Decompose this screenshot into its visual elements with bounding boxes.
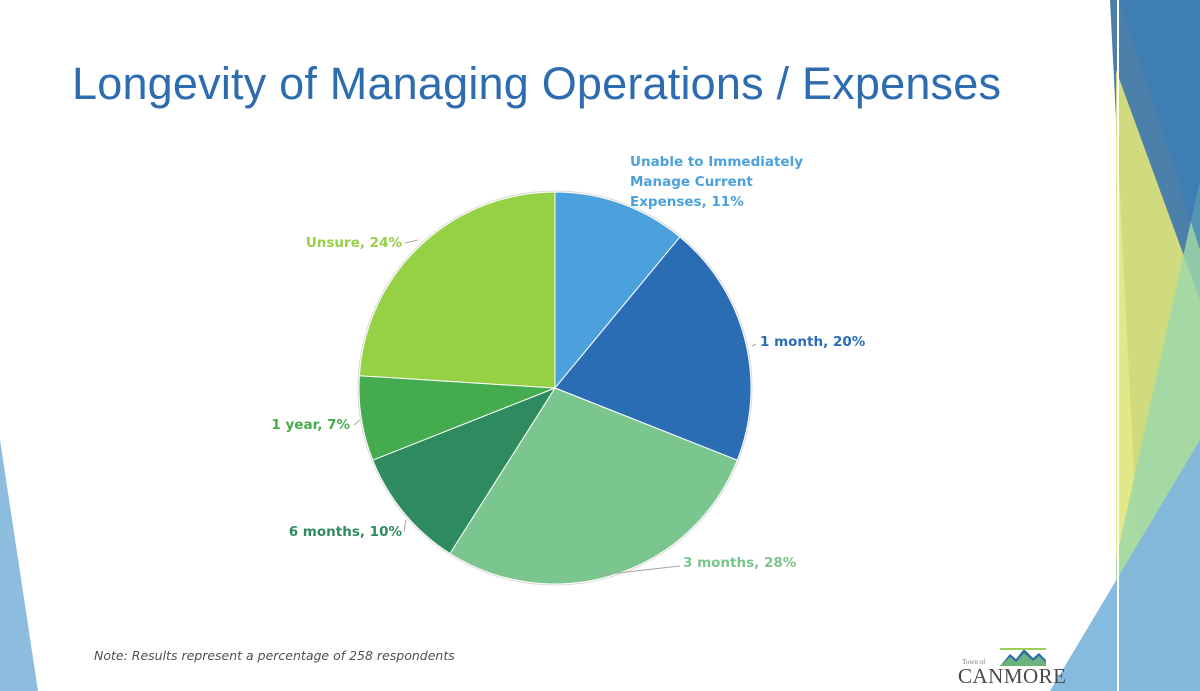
pie-slice-3-months [449, 387, 738, 585]
leader-line [404, 239, 419, 244]
data-label: Unable to Immediately Manage Current Expen… [630, 154, 803, 210]
data-label: 1 month, 20% [760, 334, 866, 350]
data-label: 3 months, 28% [683, 555, 797, 571]
pie-slices [357, 190, 753, 586]
decor-left-light-blue [0, 440, 38, 691]
decor-right-top-blue [1120, 0, 1200, 250]
leader-line [599, 565, 681, 576]
logo-name: CANMORE [958, 664, 1067, 688]
decor-right-light-blue [1050, 440, 1200, 691]
logo-town-label: Town of [962, 658, 986, 666]
mountain-logo-icon [1000, 648, 1046, 666]
pie-slice-unsure [358, 191, 556, 389]
page-title: Longevity of Managing Operations / Expen… [72, 58, 1002, 109]
pie-slice-1-month [554, 236, 752, 461]
pie-data-labels: Unable to Immediately Manage Current Expen… [271, 154, 865, 571]
data-label: 1 year, 7% [271, 417, 350, 433]
pie-leader-lines [353, 239, 757, 576]
leader-line [751, 343, 757, 347]
data-label: 6 months, 10% [289, 524, 403, 540]
canmore-logo: Town of CANMORE [958, 644, 1066, 688]
pie-slice-6-months [372, 386, 557, 555]
data-label: Unsure, 24% [306, 235, 403, 251]
pie-slice-unable-to-immediately-manage-current-expenses [554, 191, 681, 390]
pie-outline [357, 190, 753, 586]
leader-line [353, 419, 361, 426]
footnote: Note: Results represent a percentage of … [94, 648, 455, 663]
leader-line [403, 519, 407, 533]
